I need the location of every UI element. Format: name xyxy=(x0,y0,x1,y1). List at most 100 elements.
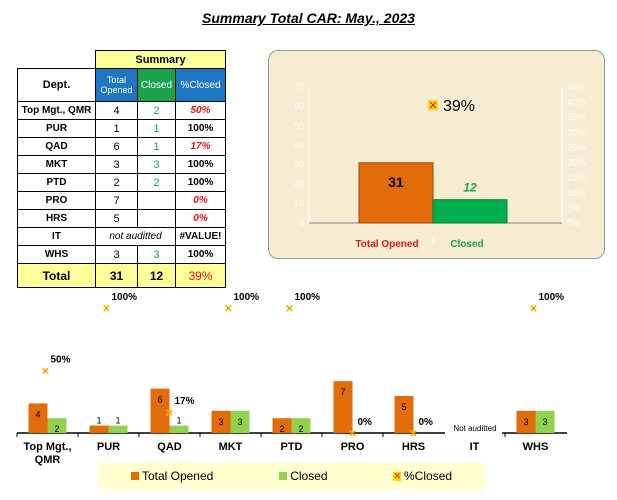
dept-cell: PTD xyxy=(17,173,96,192)
category-label: MKT xyxy=(219,441,243,453)
closed-cell: 2 xyxy=(137,173,176,192)
y-tick-label: 10 xyxy=(294,199,304,209)
y-tick-label: 50 xyxy=(294,121,304,131)
bar-value-label: 5 xyxy=(401,402,406,412)
bar-value-label: 4 xyxy=(35,409,40,419)
opened-cell: 3 xyxy=(95,245,138,264)
category-label: PUR xyxy=(97,441,120,453)
bar-total-opened xyxy=(358,162,434,224)
closed-cell: 3 xyxy=(137,245,176,264)
y2-tick-label: 30% xyxy=(567,127,585,137)
pct-marker-bg xyxy=(428,100,438,111)
bar-total-opened xyxy=(394,396,414,433)
table-row: IT not auditted #VALUE! xyxy=(17,227,226,246)
y-tick-label: 60 xyxy=(294,101,304,111)
category-label: Total Opened xyxy=(355,239,418,250)
bar-closed xyxy=(535,410,555,433)
y-tick-label: 30 xyxy=(294,160,304,170)
y2-tick-label: 25% xyxy=(567,142,585,152)
bar-value-label: 3 xyxy=(542,417,547,427)
bar-value-label: 6 xyxy=(157,395,162,405)
bar-closed xyxy=(230,410,250,433)
total-label: Total xyxy=(17,263,96,288)
summary-chart: 0 10 20 30 40 50 60 70 0% 5% 10% 15% 20% 25% 30% 35% 40%… xyxy=(268,50,605,259)
pct-label: 100% xyxy=(295,292,321,303)
bar-value-label: 3 xyxy=(218,417,223,427)
closed-cell: 1 xyxy=(137,137,176,156)
closed-cell: 3 xyxy=(137,155,176,174)
summary-header: Summary xyxy=(95,50,226,69)
bar-value-label: 3 xyxy=(237,417,242,427)
legend-closed: Closed xyxy=(279,469,328,483)
table-row: PTD 2 2 100% xyxy=(17,173,226,192)
bar-closed xyxy=(291,418,311,433)
y-tick-label: 0 xyxy=(299,218,304,228)
not-audited-label: Not auditted xyxy=(453,424,496,433)
closed-cell xyxy=(137,191,176,210)
closed-cell: 2 xyxy=(137,101,176,120)
pct-cell: 0% xyxy=(175,191,226,210)
bar-total-opened xyxy=(28,403,48,433)
page-title: Summary Total CAR: May., 2023 xyxy=(202,10,415,26)
dept-cell: IT xyxy=(17,227,96,246)
dept-cell: Top Mgt., QMR xyxy=(17,101,96,120)
data-label: 12 xyxy=(463,181,477,195)
y2-tick-label: 15% xyxy=(567,173,585,183)
y2-tick-label: 0% xyxy=(567,218,580,228)
pct-marker-label: 39% xyxy=(443,98,475,115)
pct-label: 0% xyxy=(358,417,373,428)
opened-cell: 5 xyxy=(95,209,138,228)
bar-total-opened xyxy=(333,381,353,433)
y2-tick-label: 20% xyxy=(567,158,585,168)
category-label: QAD xyxy=(157,441,182,453)
x-marker-icon: ✕ xyxy=(409,429,417,440)
x-marker-icon: ✕ xyxy=(393,470,402,481)
green-swatch-icon xyxy=(279,472,288,480)
empty-corner xyxy=(18,51,96,69)
bar-value-label: 2 xyxy=(279,424,284,434)
closed-cell xyxy=(137,209,176,228)
table-row: Top Mgt., QMR 4 2 50% xyxy=(17,101,226,120)
x-marker-icon: ✕ xyxy=(102,304,110,315)
category-tick: 1 xyxy=(431,236,436,245)
pct-label: 0% xyxy=(419,417,434,428)
pct-header: %Closed xyxy=(175,68,226,102)
table-row: PUR 1 1 100% xyxy=(17,119,226,138)
opened-cell: not auditted xyxy=(95,227,176,246)
bar-value-label: 1 xyxy=(176,416,181,426)
dept-header: Dept. xyxy=(17,68,96,102)
pct-cell: 100% xyxy=(175,119,226,138)
legend-total-opened: Total Opened xyxy=(130,469,213,483)
pct-cell: 100% xyxy=(175,173,226,192)
y2-tick-label: 45% xyxy=(567,82,585,92)
bar-value-label: 7 xyxy=(340,387,345,397)
pct-cell: 17% xyxy=(175,137,226,156)
bar-value-label: 1 xyxy=(96,416,101,426)
opened-cell: 3 xyxy=(95,155,138,174)
legend-label: Closed xyxy=(290,469,328,483)
opened-header: Total Opened xyxy=(95,68,138,102)
dept-cell: WHS xyxy=(17,245,96,264)
closed-cell: 1 xyxy=(137,119,176,138)
dept-cell: MKT xyxy=(17,155,96,174)
pct-cell: 100% xyxy=(175,155,226,174)
pct-label: 17% xyxy=(175,396,195,407)
x-marker-icon: ✕ xyxy=(348,429,356,440)
table-row: WHS 3 3 100% xyxy=(17,245,226,264)
chart-legend: Total Opened Closed ✕ %Closed xyxy=(98,463,485,489)
bar-total-opened xyxy=(272,418,292,433)
opened-cell: 6 xyxy=(95,137,138,156)
x-marker-icon: ✕ xyxy=(41,367,49,378)
pct-label: 50% xyxy=(51,355,71,366)
bar-total-opened xyxy=(89,425,109,433)
category-label: Closed xyxy=(450,239,483,250)
legend-label: %Closed xyxy=(404,469,453,483)
category-label: Top Mgt., QMR xyxy=(23,441,71,466)
y2-tick-label: 35% xyxy=(567,112,585,122)
legend-pct-closed: ✕ %Closed xyxy=(393,469,452,483)
table-row: HRS 5 0% xyxy=(17,209,226,228)
opened-cell: 2 xyxy=(95,173,138,192)
category-label: PRO xyxy=(341,441,365,453)
y2-tick-label: 5% xyxy=(567,203,580,213)
